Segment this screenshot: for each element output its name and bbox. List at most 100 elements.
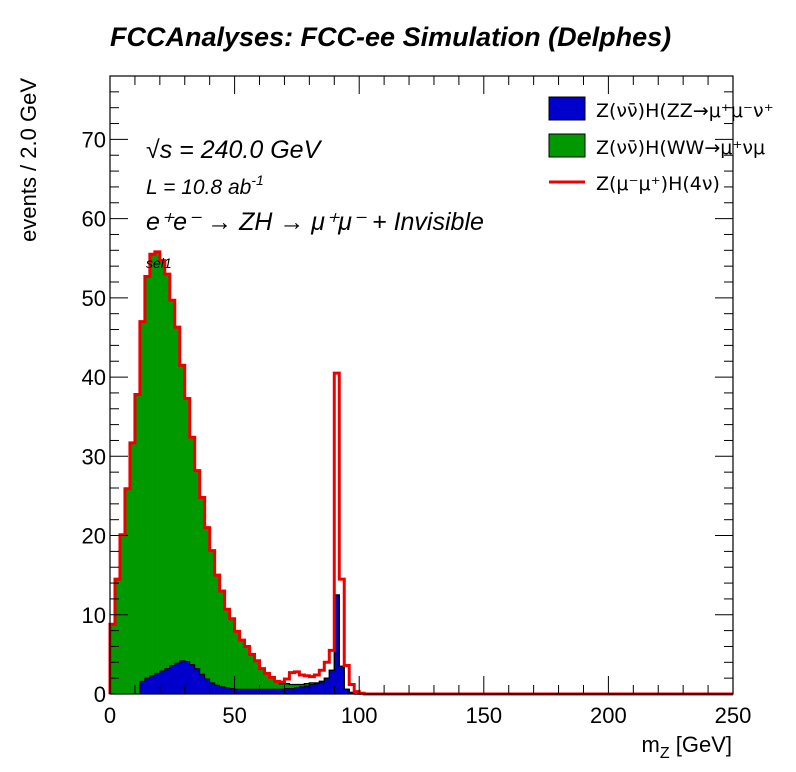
bar-zz: [349, 692, 355, 694]
bar-ww: [239, 640, 245, 690]
bar-zz: [214, 685, 220, 694]
bar-ww: [124, 488, 131, 694]
bar-zz: [249, 689, 255, 694]
bar-ww: [244, 646, 250, 690]
bar-ww: [204, 527, 210, 679]
bar-zz: [159, 671, 166, 694]
y-axis-label: events / 2.0 GeV: [16, 78, 41, 242]
bar-ww: [284, 683, 290, 689]
bar-zz: [274, 689, 280, 694]
bar-zz: [294, 687, 300, 694]
bar-ww: [114, 579, 121, 694]
bar-zz: [239, 689, 245, 694]
bar-zz: [279, 689, 285, 694]
bar-zz: [189, 664, 196, 694]
x-tick-label: 250: [715, 703, 752, 728]
bar-zz: [344, 689, 350, 694]
bar-zz: [229, 688, 235, 694]
bar-zz: [299, 686, 305, 694]
bar-ww: [129, 442, 136, 694]
legend-swatch-ww: [548, 133, 586, 158]
bar-ww: [159, 260, 166, 672]
bar-ww: [209, 550, 215, 683]
bar-zz: [284, 688, 290, 694]
bar-ww: [304, 683, 310, 687]
x-label-unit: [GeV]: [670, 732, 732, 757]
bar-ww: [189, 437, 196, 665]
y-tick-label: 40: [82, 365, 106, 390]
bar-ww: [139, 321, 146, 682]
bar-zz: [174, 663, 181, 694]
selection-label: sel1: [146, 255, 172, 271]
bar-zz: [184, 661, 191, 694]
bar-zz: [199, 674, 205, 694]
bar-ww: [249, 654, 255, 690]
chart-title: FCCAnalyses: FCC-ee Simulation (Delphes): [110, 22, 671, 52]
x-axis-ticks: 0 50 100 150 200 250: [104, 76, 751, 728]
process-label: e⁺e⁻ → ZH → μ⁺μ⁻ + Invisible: [146, 208, 484, 236]
bar-zz: [209, 682, 215, 694]
bar-ww: [214, 575, 220, 686]
bar-ww: [269, 677, 275, 690]
bar-zz: [244, 689, 250, 694]
y-tick-label: 30: [82, 444, 106, 469]
legend-label-4nu: Z(μ⁻μ⁺)H(4ν): [596, 173, 720, 195]
bar-ww: [234, 631, 240, 690]
bar-ww: [294, 684, 300, 688]
x-tick-label: 50: [222, 703, 246, 728]
bar-zz: [329, 670, 335, 694]
bar-ww: [179, 365, 186, 661]
bar-zz: [144, 678, 151, 694]
bar-zz: [304, 686, 310, 694]
bar-zz: [194, 668, 201, 694]
bar-zz: [334, 594, 340, 694]
bar-ww: [164, 274, 171, 669]
stacked-fills: [110, 251, 355, 694]
bar-ww: [224, 609, 230, 688]
y-tick-label: 0: [94, 682, 106, 707]
bar-zz: [149, 675, 156, 694]
bar-zz: [154, 673, 161, 694]
bar-ww: [279, 683, 285, 690]
bar-zz: [319, 682, 325, 694]
legend-label-ww: Z(νν̄)H(WW→μ⁺νμ: [596, 137, 765, 159]
x-axis-label: mZ [GeV]: [642, 732, 732, 762]
bar-ww: [264, 673, 270, 690]
bar-ww: [309, 682, 315, 685]
bar-ww: [169, 300, 176, 666]
bar-ww: [194, 470, 201, 669]
bar-ww: [254, 660, 260, 690]
bar-ww: [144, 276, 151, 679]
bar-ww: [134, 394, 141, 694]
bar-zz: [264, 689, 270, 694]
y-tick-label: 60: [82, 207, 106, 232]
y-axis-ticks: 0 10 20 30 40 50 60 70: [82, 75, 733, 707]
x-tick-label: 100: [341, 703, 378, 728]
bar-ww: [289, 684, 295, 689]
bar-ww: [174, 327, 181, 664]
bar-zz: [269, 689, 275, 694]
lumi-text: L = 10.8 ab: [146, 176, 252, 199]
lumi-label: L = 10.8 ab-1: [146, 172, 264, 199]
bar-zz: [314, 683, 320, 694]
bar-zz: [324, 678, 330, 694]
y-tick-label: 10: [82, 603, 106, 628]
bar-ww: [184, 398, 191, 662]
bar-ww: [199, 497, 205, 675]
bar-zz: [289, 688, 295, 694]
bar-zz: [139, 681, 146, 694]
y-tick-label: 70: [82, 127, 106, 152]
sqrt-s-label: √s = 240.0 GeV: [146, 136, 323, 164]
bar-ww: [274, 681, 280, 690]
bar-ww: [299, 684, 305, 687]
x-tick-label: 200: [590, 703, 627, 728]
bar-ww: [110, 624, 116, 694]
bar-zz: [309, 684, 315, 694]
bar-zz: [224, 687, 230, 694]
legend-swatch-zz: [548, 96, 586, 121]
x-label-sub: Z: [660, 745, 670, 762]
x-tick-label: 150: [465, 703, 502, 728]
legend-label-zz: Z(νν̄)H(ZZ→μ⁺μ⁻ν⁺: [596, 100, 774, 122]
x-tick-label: 0: [104, 703, 116, 728]
